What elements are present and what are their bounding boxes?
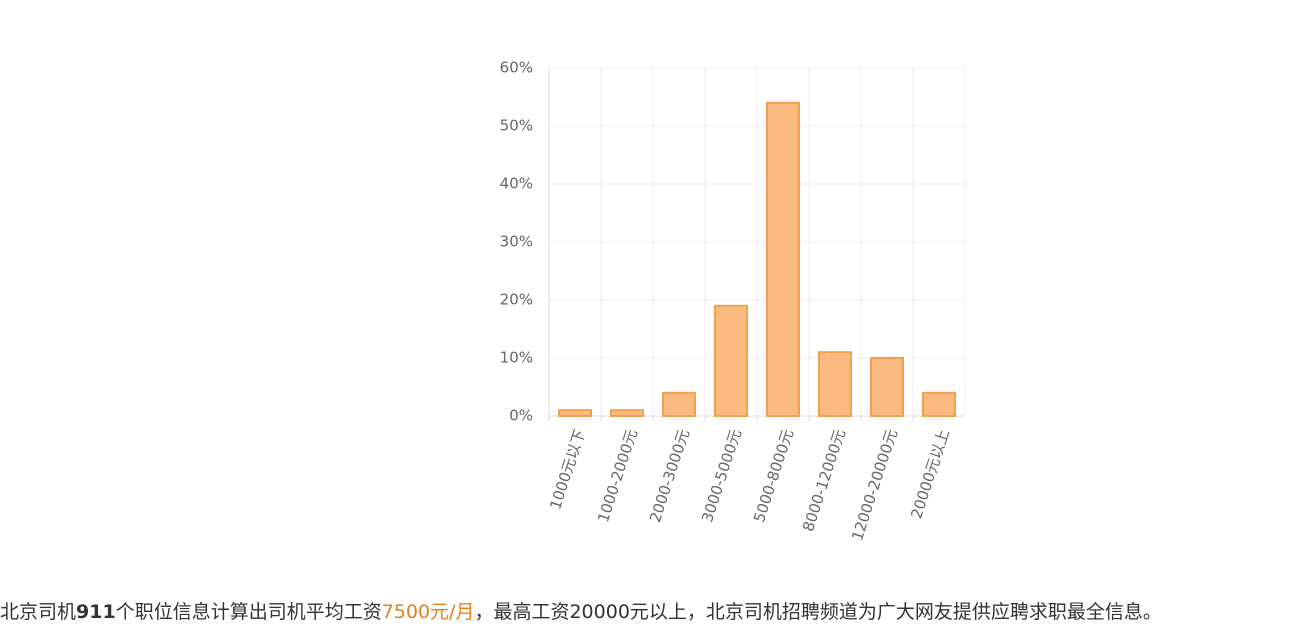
caption-text: ，最高工资20000元以上，北京司机招聘频道为广大网友提供应聘求职最全信息。 (474, 601, 1162, 623)
caption: 北京司机911个职位信息计算出司机平均工资7500元/月，最高工资20000元以… (0, 598, 1162, 626)
x-tick-label: 3000-5000元 (698, 427, 745, 525)
x-tick-label: 1000元以下 (546, 427, 589, 512)
y-tick-label: 10% (500, 349, 533, 367)
bar (818, 351, 852, 418)
x-tick-label: 5000-8000元 (750, 427, 797, 525)
x-tick-label: 2000-3000元 (646, 427, 693, 525)
bar (870, 357, 904, 417)
chart: 0%10%20%30%40%50%60%1000元以下 1000-2000元 200… (500, 59, 966, 543)
x-tick-label: 20000元以上 (907, 427, 953, 521)
bar (610, 409, 644, 418)
caption-text: 个职位信息计算出司机平均工资 (115, 601, 382, 623)
y-tick-label: 0% (509, 407, 533, 425)
caption-text: 北京司机 (0, 601, 77, 623)
bar (558, 409, 592, 418)
x-tick-label: 1000-2000元 (594, 427, 641, 525)
x-tick-label: 8000-12000元 (799, 427, 849, 534)
caption-count: 911 (76, 601, 116, 623)
caption-salary: 7500元/月 (381, 601, 475, 623)
bar (766, 101, 800, 418)
bar (714, 304, 748, 417)
y-tick-label: 20% (500, 291, 533, 309)
bar (662, 391, 696, 417)
x-tick-label: 12000-20000元 (848, 427, 901, 543)
bar (922, 391, 956, 417)
y-tick-label: 60% (500, 59, 533, 77)
y-tick-label: 30% (500, 233, 533, 251)
y-tick-label: 50% (500, 117, 533, 135)
y-tick-label: 40% (500, 175, 533, 193)
